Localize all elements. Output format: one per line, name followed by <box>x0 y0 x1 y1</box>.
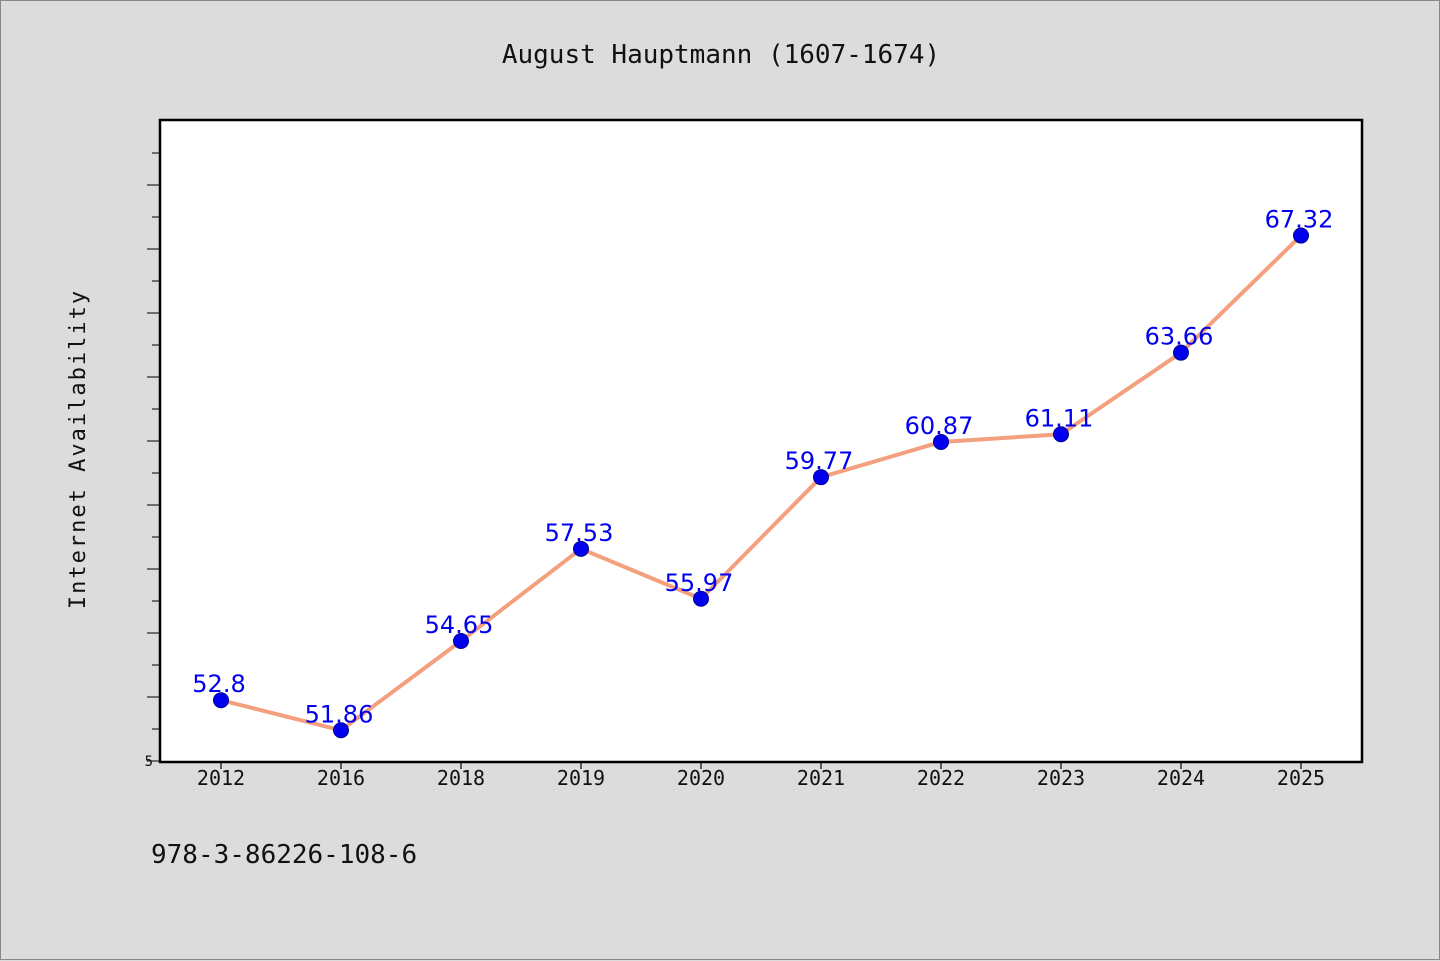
x-tick-label: 2023 <box>1037 766 1085 790</box>
data-point-marker <box>213 692 229 709</box>
x-tick-label: 2019 <box>557 766 605 790</box>
x-tick-label: 2022 <box>917 766 965 790</box>
data-point-marker <box>693 590 709 607</box>
plot-area <box>158 118 1364 764</box>
data-point-marker <box>333 722 349 739</box>
data-label: 55.97 <box>665 569 734 597</box>
series-line <box>219 233 1303 733</box>
data-label: 57.53 <box>545 519 614 547</box>
x-tick-label: 2018 <box>437 766 485 790</box>
x-tick-label: 2025 <box>1277 766 1325 790</box>
data-label-layer: 52.8 51.86 54.65 57.53 55.97 59.77 60.87 61.11 6… <box>192 206 1333 729</box>
x-axis-ticks: 2012 2016 2018 2019 2020 2021 2022 2023 2024 2025 <box>197 761 1325 790</box>
series-layer <box>213 227 1309 739</box>
data-point-marker <box>1173 344 1189 361</box>
chart-title: August Hauptmann (1607-1674) <box>502 40 940 70</box>
x-tick-label: 2024 <box>1157 766 1205 790</box>
x-tick-label: 2020 <box>677 766 725 790</box>
data-label: 60.87 <box>905 412 974 440</box>
x-tick-label: 2016 <box>317 766 365 790</box>
data-label: 54.65 <box>425 611 494 639</box>
data-label: 52.8 <box>192 670 245 698</box>
data-label: 51.86 <box>305 700 374 728</box>
x-tick-label: 2021 <box>797 766 845 790</box>
data-label: 67.32 <box>1265 206 1334 234</box>
data-point-marker <box>1293 227 1309 244</box>
data-point-marker <box>573 540 589 557</box>
data-point-marker <box>933 433 949 450</box>
data-point-marker <box>813 469 829 486</box>
y-axis-ticks: 5 <box>145 152 161 770</box>
x-tick-label: 2012 <box>197 766 245 790</box>
y-axis-label: Internet Availability <box>66 289 91 609</box>
data-label: 59.77 <box>785 447 854 475</box>
y-tick-label: 5 <box>145 754 153 770</box>
data-label: 61.11 <box>1025 404 1094 432</box>
data-label: 63.66 <box>1145 323 1214 351</box>
data-point-marker <box>1053 426 1069 443</box>
data-point-marker <box>453 633 469 649</box>
isbn-footer: 978-3-86226-108-6 <box>151 840 417 870</box>
